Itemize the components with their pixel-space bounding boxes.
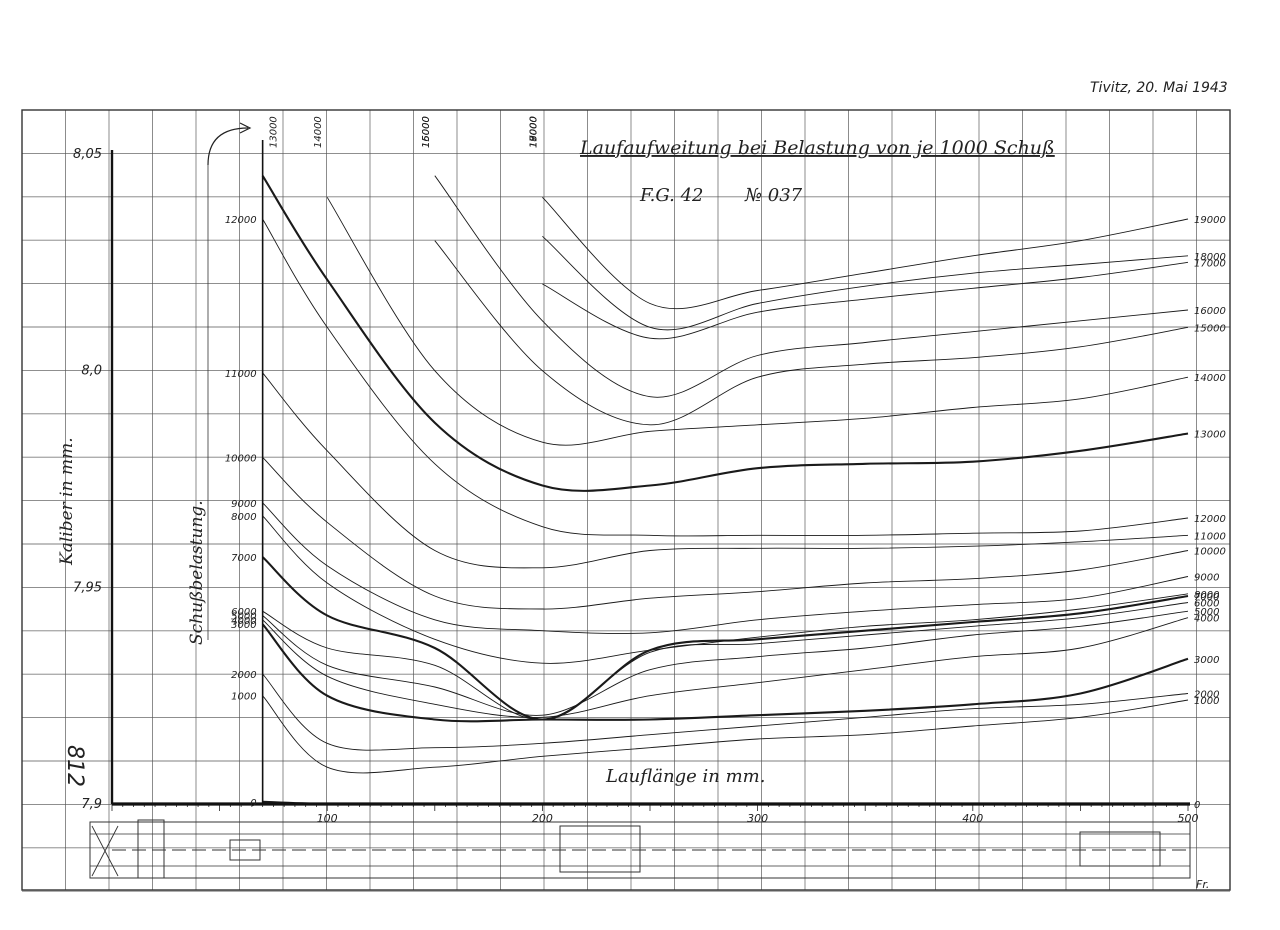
load-scale-label: 6000 xyxy=(231,607,256,618)
x-tick-label: 400 xyxy=(962,812,983,825)
right-series-label: 18000 xyxy=(1194,252,1226,263)
y-tick-label: 8,05 xyxy=(73,147,102,162)
series-line-10000 xyxy=(262,456,1189,610)
chart-subtitle-right: № 037 xyxy=(744,185,803,206)
series-line-15000 xyxy=(434,240,1189,426)
series-line-2000 xyxy=(262,673,1189,751)
x-tick-label: 200 xyxy=(532,812,553,825)
y-tick-label: 8,0 xyxy=(81,364,102,379)
right-series-label: 16000 xyxy=(1194,306,1226,317)
right-series-label: 4000 xyxy=(1194,614,1219,625)
grid-frame xyxy=(21,109,1231,891)
right-series-label: 17000 xyxy=(1194,258,1226,269)
x-axis-label: Lauflänge in mm. xyxy=(605,766,765,787)
barrel-outline xyxy=(89,821,1191,879)
load-scale-label: 5000 xyxy=(231,612,256,623)
series-line-5000 xyxy=(262,610,1189,716)
series-line-6000 xyxy=(262,602,1189,720)
right-series-label: 6000 xyxy=(1194,599,1219,610)
series-line-11000 xyxy=(262,372,1189,569)
load-arrow-head xyxy=(239,122,252,134)
right-series-label: 14000 xyxy=(1194,373,1226,384)
series-line-1000 xyxy=(262,695,1189,774)
load-arrow xyxy=(207,127,249,166)
place-date: Tivitz, 20. Mai 1943 xyxy=(1090,80,1228,96)
series-line-18000 xyxy=(542,235,1189,331)
series-layer xyxy=(261,175,1189,806)
y-axis-inner-label: Schußbelastung. xyxy=(187,500,207,645)
right-series-label: 2000 xyxy=(1194,690,1219,701)
barrel-chamber xyxy=(137,819,165,879)
right-series-label: 1000 xyxy=(1194,696,1219,707)
load-scale-label: 8000 xyxy=(231,512,256,523)
top-series-label: 16000 xyxy=(421,116,432,148)
x-tick-label: 100 xyxy=(317,812,338,825)
series-line-7000 xyxy=(261,556,1189,721)
right-series-label: 8000 xyxy=(1194,590,1219,601)
axis-layer xyxy=(110,122,1190,806)
right-series-label: 11000 xyxy=(1194,531,1226,542)
load-scale-label: 0 xyxy=(250,798,256,809)
chart-title: Laufaufweitung bei Belastung von je 1000… xyxy=(579,137,1055,159)
top-series-label: 15000 xyxy=(421,116,432,148)
barrel-muzzle xyxy=(1079,831,1161,867)
series-line-12000 xyxy=(262,218,1189,537)
right-series-label: 7000 xyxy=(1194,592,1219,603)
y-tick-label: 7,9 xyxy=(81,797,102,812)
label-layer: 100 200 300 400 500 7,9 7,95 8,0 8,05 12000 11000 1… xyxy=(73,116,1226,825)
y-tick-label: 7,95 xyxy=(73,580,102,595)
series-line-17000 xyxy=(542,261,1189,340)
series-line-8000 xyxy=(262,515,1189,664)
series-line-19000 xyxy=(542,196,1189,310)
series-line-3000 xyxy=(261,623,1189,723)
side-number: 812 xyxy=(62,745,87,787)
y-axis-label: Kaliber in mm. xyxy=(57,437,77,566)
right-series-label: 10000 xyxy=(1194,547,1226,558)
load-scale-label: 3000 xyxy=(231,620,256,631)
right-series-label: 3000 xyxy=(1194,655,1219,666)
x-tick-label: 500 xyxy=(1178,812,1199,825)
load-scale-label: 10000 xyxy=(225,453,257,464)
series-line-4000 xyxy=(262,617,1189,718)
right-series-label: 12000 xyxy=(1194,514,1226,525)
load-scale-label: 9000 xyxy=(231,499,256,510)
load-scale-label: 4000 xyxy=(231,616,256,627)
top-series-label: 18000 xyxy=(528,116,539,148)
series-line-14000 xyxy=(326,197,1189,446)
corner-mark: Fr. xyxy=(1196,878,1209,891)
right-series-label: 9000 xyxy=(1194,573,1219,584)
right-series-label: 0 xyxy=(1194,800,1200,811)
right-series-label: 19000 xyxy=(1194,215,1226,226)
series-line-16000 xyxy=(434,175,1189,398)
top-series-label: 19000 xyxy=(528,116,539,148)
barrel-mount xyxy=(559,825,641,873)
right-series-label: 13000 xyxy=(1194,430,1226,441)
top-series-label: 17000 xyxy=(528,116,539,148)
load-scale-label: 7000 xyxy=(231,553,256,564)
series-line-13000 xyxy=(261,175,1189,492)
right-series-label: 5000 xyxy=(1194,607,1219,618)
load-scale-label: 1000 xyxy=(231,692,256,703)
top-series-label: 14000 xyxy=(313,116,324,148)
barrel-gas-port xyxy=(229,839,261,861)
chart-subtitle-left: F.G. 42 xyxy=(639,185,704,206)
load-scale-label: 12000 xyxy=(225,215,257,226)
right-series-label: 15000 xyxy=(1194,323,1226,334)
top-series-label: 13000 xyxy=(269,116,280,148)
load-scale-label: 11000 xyxy=(225,369,257,380)
load-scale-label: 2000 xyxy=(231,670,256,681)
series-line-9000 xyxy=(262,502,1189,634)
x-tick-label: 300 xyxy=(747,812,768,825)
barrel-drawing xyxy=(89,819,1191,879)
barrel-chamber-mark xyxy=(91,825,119,877)
